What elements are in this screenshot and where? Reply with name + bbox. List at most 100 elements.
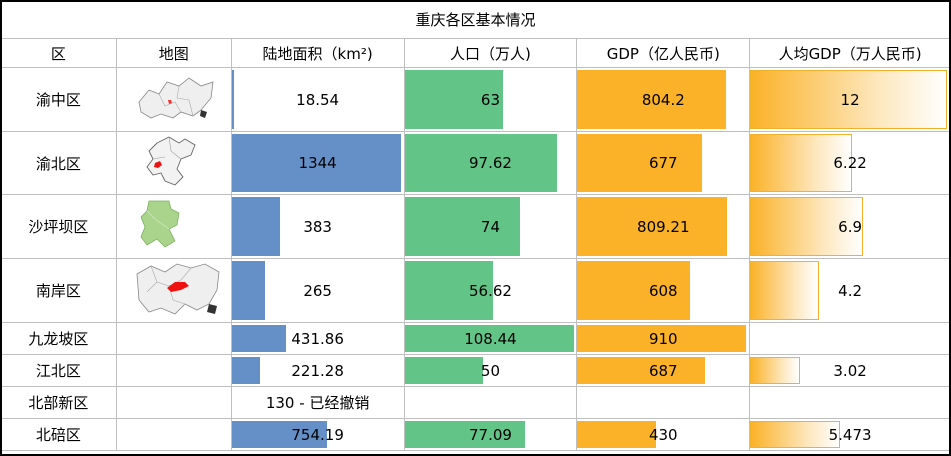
map-cell xyxy=(115,418,232,451)
header-population: 人口（万人) xyxy=(403,38,578,68)
area-cell-bar xyxy=(231,70,234,129)
per-capita-gdp-cell: 3.02 xyxy=(749,354,951,387)
table-row: 沙坪坝区 383 74 809.21 6.9 xyxy=(0,194,951,259)
gdp-cell: 608 xyxy=(576,258,751,323)
per-capita-gdp-cell-value: 4.2 xyxy=(838,281,863,300)
district-map-thumbnail xyxy=(134,198,183,255)
area-cell-value: 265 xyxy=(303,281,332,300)
area-cell-bar xyxy=(231,261,265,320)
population-cell-value: 74 xyxy=(480,217,500,236)
district-name: 北部新区 xyxy=(0,386,117,419)
map-cell xyxy=(115,131,232,195)
gdp-cell: 910 xyxy=(576,322,751,355)
map-cell xyxy=(115,258,232,323)
area-cell-bar xyxy=(231,357,260,384)
per-capita-gdp-cell: 6.22 xyxy=(749,131,951,195)
map-cell xyxy=(115,67,232,132)
per-capita-gdp-cell-bar xyxy=(750,261,820,320)
district-name: 南岸区 xyxy=(0,258,117,323)
population-cell-bar xyxy=(404,357,483,384)
district-map-thumbnail xyxy=(134,71,215,128)
district-name: 渝北区 xyxy=(0,131,117,195)
area-cell: 431.86 xyxy=(230,322,405,355)
table-row: 渝中区 18.54 63 804.2 12 xyxy=(0,67,951,132)
table-row: 九龙坡区 431.86 108.44 910 xyxy=(0,322,951,355)
gdp-cell-value: 677 xyxy=(648,154,678,172)
per-capita-gdp-cell: 5.473 xyxy=(749,418,951,451)
header-per-capita-gdp: 人均GDP（万人民币) xyxy=(749,38,951,68)
district-table: 区 地图 陆地面积（km²) 人口（万人) GDP（亿人民币) 人均GDP（万人… xyxy=(0,38,951,451)
per-capita-gdp-cell: 4.2 xyxy=(749,258,951,323)
gdp-cell-value: 804.2 xyxy=(641,90,685,109)
header-map: 地图 xyxy=(115,38,232,68)
population-cell: 97.62 xyxy=(403,131,578,195)
gdp-cell-bar xyxy=(577,357,706,384)
gdp-cell: 687 xyxy=(576,354,751,387)
population-cell xyxy=(403,386,578,419)
header-row: 区 地图 陆地面积（km²) 人口（万人) GDP（亿人民币) 人均GDP（万人… xyxy=(0,38,951,68)
map-cell xyxy=(115,354,232,387)
map-cell xyxy=(115,194,232,259)
per-capita-gdp-cell-value: 6.22 xyxy=(833,154,867,172)
gdp-cell-bar xyxy=(577,197,728,256)
population-cell: 50 xyxy=(403,354,578,387)
table-row: 北碚区 754.19 77.09 430 5.473 xyxy=(0,418,951,451)
population-cell-value: 97.62 xyxy=(468,154,512,172)
per-capita-gdp-cell-bar xyxy=(750,70,948,129)
population-cell-value: 108.44 xyxy=(464,329,517,348)
district-name: 沙坪坝区 xyxy=(0,194,117,259)
map-cell xyxy=(115,386,232,419)
population-cell-bar xyxy=(404,70,503,129)
gdp-cell-value: 430 xyxy=(648,425,678,444)
per-capita-gdp-cell-value: 12 xyxy=(840,90,860,109)
table-row: 北部新区 130 - 已经撤销 xyxy=(0,386,951,419)
gdp-cell-value: 910 xyxy=(648,329,678,348)
gdp-cell xyxy=(576,386,751,419)
area-cell: 18.54 xyxy=(230,67,405,132)
gdp-cell: 430 xyxy=(576,418,751,451)
per-capita-gdp-cell-value: 6.9 xyxy=(838,217,863,236)
table-row: 南岸区 265 56.62 608 4.2 xyxy=(0,258,951,323)
area-cell-value: 1344 xyxy=(298,154,337,172)
area-cell-bar xyxy=(231,325,286,352)
population-cell: 77.09 xyxy=(403,418,578,451)
per-capita-gdp-cell: 6.9 xyxy=(749,194,951,259)
gdp-cell-bar xyxy=(577,261,691,320)
area-cell: 265 xyxy=(230,258,405,323)
header-district: 区 xyxy=(0,38,117,68)
district-name: 北碚区 xyxy=(0,418,117,451)
population-cell-value: 50 xyxy=(480,361,500,380)
header-gdp: GDP（亿人民币) xyxy=(576,38,751,68)
district-name: 九龙坡区 xyxy=(0,322,117,355)
area-cell: 130 - 已经撤销 xyxy=(230,386,405,419)
table-title: 重庆各区基本情况 xyxy=(415,10,536,29)
population-cell-bar xyxy=(404,197,520,256)
district-map-thumbnail xyxy=(134,259,221,322)
district-name: 渝中区 xyxy=(0,67,117,132)
area-cell: 754.19 xyxy=(230,418,405,451)
per-capita-gdp-cell xyxy=(749,322,951,355)
population-cell-value: 56.62 xyxy=(468,281,512,300)
area-cell: 1344 xyxy=(230,131,405,195)
district-name: 江北区 xyxy=(0,354,117,387)
area-cell-bar xyxy=(231,421,327,448)
gdp-cell: 809.21 xyxy=(576,194,751,259)
population-cell-value: 63 xyxy=(480,90,500,109)
area-cell-bar xyxy=(231,197,280,256)
population-cell: 74 xyxy=(403,194,578,259)
per-capita-gdp-cell-value: 3.02 xyxy=(833,361,867,380)
per-capita-gdp-cell-bar xyxy=(750,197,864,256)
gdp-cell-value: 687 xyxy=(648,361,678,380)
area-cell-value: 130 - 已经撤销 xyxy=(265,394,370,412)
district-map-thumbnail xyxy=(134,133,203,193)
population-cell-bar xyxy=(404,134,557,192)
gdp-cell-bar xyxy=(577,421,657,448)
map-cell xyxy=(115,322,232,355)
area-cell-value: 383 xyxy=(303,217,332,236)
population-cell-bar xyxy=(404,325,574,352)
table-row: 渝北区 1344 97.62 677 6.22 xyxy=(0,131,951,195)
gdp-cell-value: 809.21 xyxy=(637,217,690,236)
gdp-cell: 677 xyxy=(576,131,751,195)
population-cell: 108.44 xyxy=(403,322,578,355)
area-cell-bar xyxy=(231,134,401,192)
